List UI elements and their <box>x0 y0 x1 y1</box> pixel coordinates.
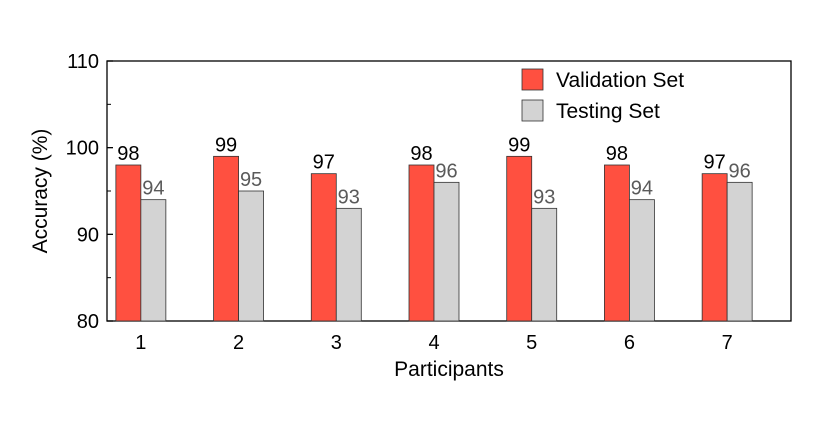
y-tick-label: 110 <box>67 51 99 73</box>
legend-label: Testing Set <box>556 100 660 123</box>
bar-testing <box>433 181 460 322</box>
legend-swatch <box>521 99 544 122</box>
data-label: 96 <box>435 160 457 182</box>
x-tick-label: 5 <box>526 332 537 354</box>
data-label: 99 <box>508 134 530 156</box>
y-axis-label: Accuracy (%) <box>29 129 52 254</box>
data-label: 93 <box>533 186 555 208</box>
x-axis-label: Participants <box>394 358 504 381</box>
y-tick-label: 90 <box>77 224 99 246</box>
data-label: 99 <box>215 134 237 156</box>
bar-testing <box>531 207 558 322</box>
bar-validation <box>506 155 533 322</box>
y-tick-label: 100 <box>66 138 99 160</box>
data-label: 98 <box>410 143 432 165</box>
legend-label: Validation Set <box>556 69 684 92</box>
data-label: 96 <box>729 160 751 182</box>
y-tick-label: 80 <box>77 311 99 333</box>
x-tick-label: 2 <box>233 332 244 354</box>
bar-testing <box>629 199 655 322</box>
bar-testing <box>140 199 167 322</box>
x-tick-label: 6 <box>624 332 635 354</box>
data-label: 98 <box>606 143 628 165</box>
data-label: 97 <box>313 152 335 174</box>
legend-swatch <box>521 68 544 91</box>
bar-testing <box>335 207 362 322</box>
data-label: 97 <box>704 152 726 174</box>
bar-validation <box>701 173 728 322</box>
x-axis: 1 2 3 4 5 6 7 <box>135 316 733 354</box>
data-label: 95 <box>240 169 262 191</box>
bar-testing <box>238 190 264 322</box>
bar-testing <box>726 181 753 322</box>
bar-validation <box>604 164 630 322</box>
bars-group <box>115 155 753 322</box>
x-tick-label: 4 <box>428 332 439 354</box>
legend: Validation Set Testing Set <box>521 68 684 123</box>
data-label: 94 <box>631 178 653 200</box>
bar-validation <box>213 155 239 322</box>
data-label: 93 <box>338 186 360 208</box>
data-label: 98 <box>117 143 139 165</box>
x-tick-label: 3 <box>331 332 342 354</box>
x-tick-label: 7 <box>722 332 733 354</box>
y-axis: 80 90 100 110 <box>66 51 113 333</box>
data-label: 94 <box>142 178 164 200</box>
bar-validation <box>310 173 337 322</box>
bar-validation <box>408 164 435 322</box>
x-tick-label: 1 <box>135 332 146 354</box>
bar-validation <box>115 164 142 322</box>
